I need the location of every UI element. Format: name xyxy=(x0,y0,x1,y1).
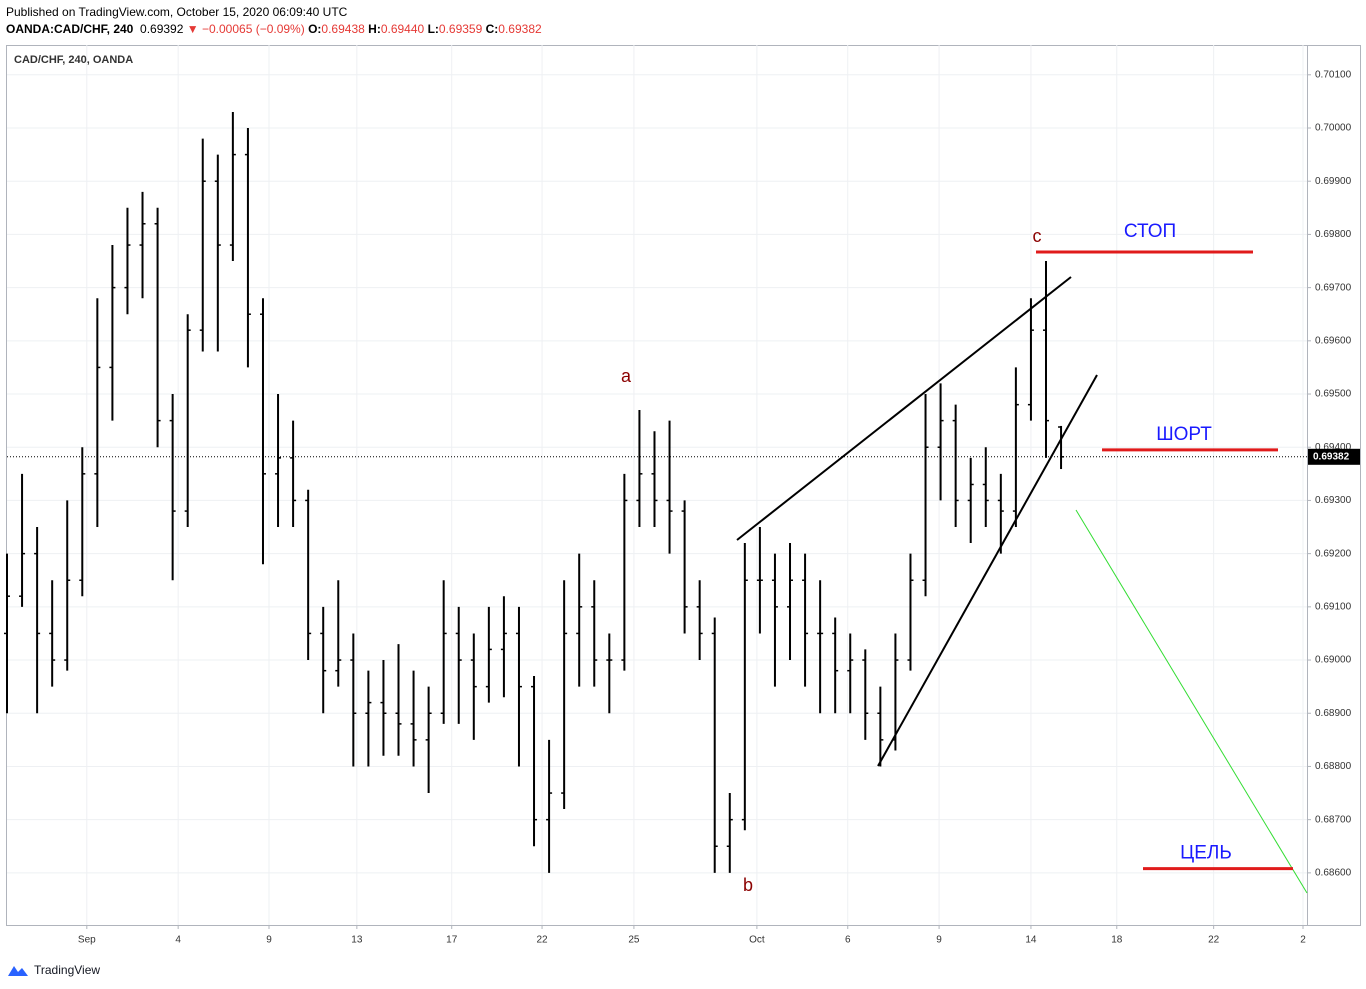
last-price-box xyxy=(1308,448,1360,465)
annotation: c xyxy=(1033,226,1042,246)
y-tick-label: 0.69800 xyxy=(1315,229,1352,240)
chart-title: CAD/CHF, 240, OANDA xyxy=(14,54,133,66)
x-tick-label: 4 xyxy=(175,935,181,946)
trendline-lower xyxy=(877,374,1098,767)
x-tick-label: 14 xyxy=(1025,935,1037,946)
y-tick-label: 0.68900 xyxy=(1315,708,1352,719)
last-price-label: 0.69382 xyxy=(1313,451,1350,462)
y-tick-label: 0.69000 xyxy=(1315,655,1352,666)
symbol: OANDA:CAD/CHF, 240 xyxy=(6,22,134,36)
change: ▼ −0.00065 (−0.09%) xyxy=(186,22,305,36)
x-tick-label: 6 xyxy=(845,935,851,946)
annotation: b xyxy=(743,875,753,895)
x-tick-label: 9 xyxy=(266,935,272,946)
y-tick-label: 0.69900 xyxy=(1315,176,1352,187)
y-tick-label: 0.69700 xyxy=(1315,282,1352,293)
annotation: a xyxy=(621,366,632,386)
ohlc-0-label: O: xyxy=(308,22,322,36)
x-tick-label: 25 xyxy=(628,935,640,946)
y-tick-label: 0.69400 xyxy=(1315,442,1352,453)
bars xyxy=(4,112,1065,873)
y-tick-label: 0.69500 xyxy=(1315,389,1352,400)
y-tick-label: 0.68800 xyxy=(1315,761,1352,772)
x-tick-label: 13 xyxy=(351,935,363,946)
x-tick-label: 18 xyxy=(1111,935,1123,946)
level-label: ШОРТ xyxy=(1156,424,1212,445)
x-tick-label: 17 xyxy=(446,935,458,946)
y-tick-label: 0.68600 xyxy=(1315,868,1352,879)
header: Published on TradingView.com, October 15… xyxy=(6,4,542,38)
ohlc-1: 0.69440 xyxy=(380,22,425,36)
y-tick-label: 0.69200 xyxy=(1315,548,1352,559)
ohlc-2-label: L: xyxy=(427,22,439,36)
y-tick-label: 0.68700 xyxy=(1315,814,1352,825)
footer-brand: TradingView xyxy=(34,963,100,977)
price: 0.69392 xyxy=(140,22,184,36)
footer-logo xyxy=(8,966,28,976)
published: Published on TradingView.com, October 15… xyxy=(6,5,348,19)
grid xyxy=(7,45,1307,925)
y-tick-label: 0.70100 xyxy=(1315,69,1352,80)
ohlc-3: 0.69382 xyxy=(498,22,542,36)
x-tick-label: Sep xyxy=(78,935,96,946)
y-tick-label: 0.69100 xyxy=(1315,601,1352,612)
y-tick-label: 0.69600 xyxy=(1315,335,1352,346)
level-label: СТОП xyxy=(1124,221,1176,242)
quote-line: OANDA:CAD/CHF, 240 0.69392 ▼ −0.00065 (−… xyxy=(6,21,542,38)
frame xyxy=(6,45,1361,926)
trendline-upper xyxy=(736,276,1072,541)
x-tick-label: 22 xyxy=(1208,935,1220,946)
y-tick-label: 0.69300 xyxy=(1315,495,1352,506)
x-tick-label: Oct xyxy=(749,935,765,946)
x-tick-label: 9 xyxy=(936,935,942,946)
y-tick-label: 0.70000 xyxy=(1315,123,1352,134)
ohlc-3-label: C: xyxy=(485,22,499,36)
target-projection xyxy=(1075,509,1308,894)
x-tick-label: 22 xyxy=(536,935,548,946)
ohlc-1-label: H: xyxy=(368,22,381,36)
ohlc-0: 0.69438 xyxy=(321,22,365,36)
level-label: ЦЕЛЬ xyxy=(1180,843,1232,864)
ohlc-2: 0.69359 xyxy=(438,22,483,36)
x-tick-label: 2 xyxy=(1300,935,1306,946)
